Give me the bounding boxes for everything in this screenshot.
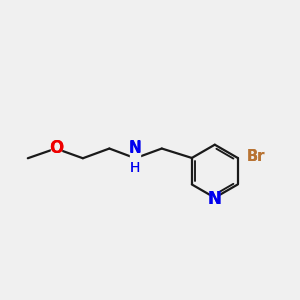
Text: O: O bbox=[49, 139, 63, 157]
Bar bbox=[210, 192, 220, 204]
Text: N: N bbox=[129, 140, 142, 155]
Bar bbox=[130, 149, 140, 168]
Text: N: N bbox=[208, 190, 222, 208]
Text: Br: Br bbox=[247, 149, 265, 164]
Text: H: H bbox=[130, 160, 140, 175]
Text: O: O bbox=[49, 139, 63, 157]
Text: N: N bbox=[208, 190, 222, 208]
Text: Br: Br bbox=[247, 149, 265, 164]
Text: H: H bbox=[130, 161, 140, 175]
Bar bbox=[51, 142, 61, 154]
Text: N: N bbox=[129, 141, 142, 156]
